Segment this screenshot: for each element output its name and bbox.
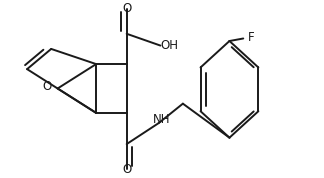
- Text: F: F: [248, 31, 254, 44]
- Text: O: O: [122, 2, 131, 15]
- Text: OH: OH: [160, 39, 179, 52]
- Text: O: O: [43, 80, 52, 93]
- Text: NH: NH: [153, 113, 171, 126]
- Text: O: O: [122, 163, 131, 176]
